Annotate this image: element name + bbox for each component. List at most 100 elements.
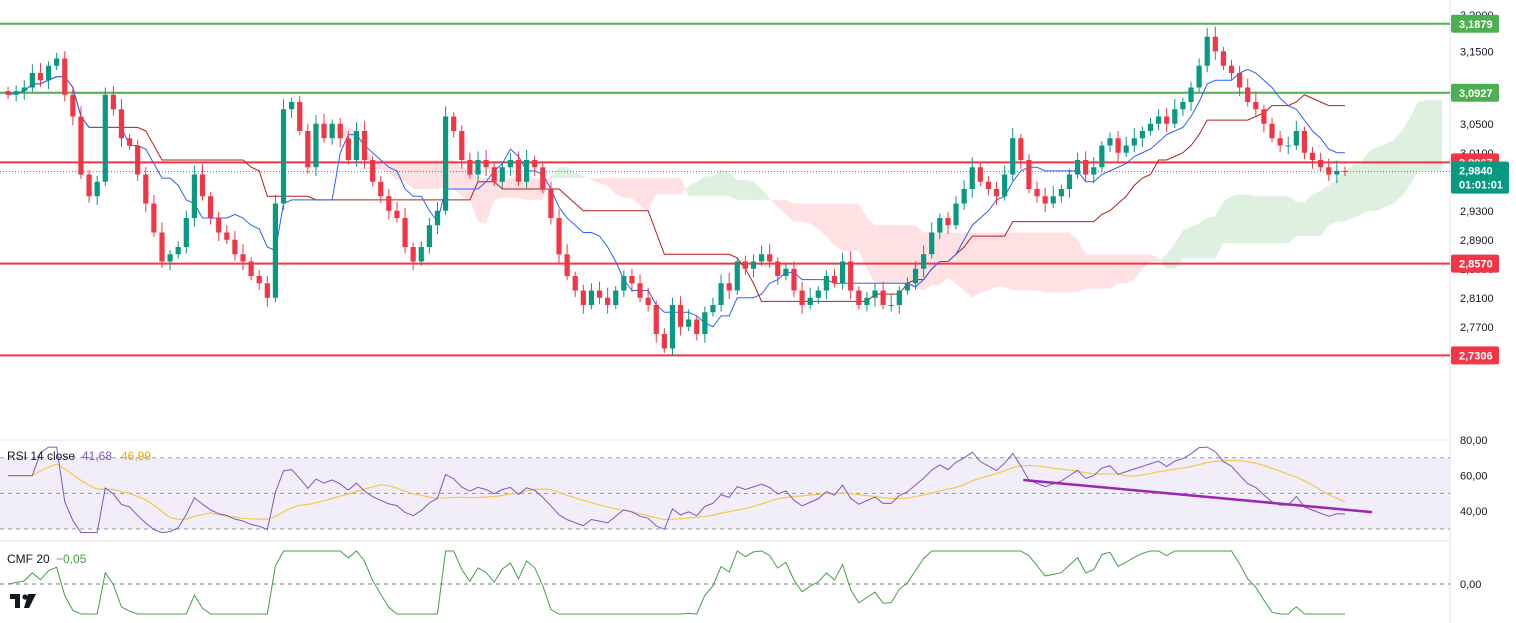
- candle-body: [1083, 160, 1089, 175]
- price-axis-tick: 2,8900: [1460, 235, 1494, 247]
- candle-body: [564, 254, 570, 276]
- cloud-segment: [672, 178, 681, 195]
- cloud-segment: [737, 179, 746, 200]
- cloud-segment: [1174, 230, 1183, 269]
- horizontal-levels[interactable]: [0, 22, 1450, 357]
- candle-body: [1253, 102, 1259, 110]
- cloud-segment: [640, 178, 649, 211]
- cloud-segment: [980, 232, 989, 293]
- candle-body: [1131, 138, 1137, 146]
- cmf-axis-tick: 0,00: [1460, 579, 1481, 591]
- candle-body: [37, 73, 44, 81]
- candle-body: [353, 131, 360, 160]
- candlestick-series: [5, 26, 1348, 356]
- tenkan-sen-line: [7, 68, 1345, 328]
- candle-body: [596, 290, 603, 298]
- candle-body: [434, 210, 441, 226]
- level-tag-text: 2,8570: [1459, 259, 1493, 271]
- candle-body: [1269, 123, 1275, 139]
- candle-body: [985, 181, 992, 189]
- cloud-segment: [623, 178, 632, 199]
- cloud-segment: [1109, 254, 1119, 289]
- candle-body: [451, 116, 457, 131]
- cloud-segment: [866, 218, 876, 284]
- level-tag-2,7306: [1451, 346, 1499, 365]
- cloud-segment: [988, 232, 997, 291]
- candle-body: [807, 297, 813, 305]
- candle-body: [337, 123, 343, 139]
- cloud-segment: [964, 232, 973, 298]
- cloud-segment: [753, 181, 762, 200]
- cloud-segment: [413, 160, 422, 189]
- level-tag-3,0927: [1451, 83, 1499, 102]
- candle-body: [370, 160, 376, 182]
- candle-body: [70, 94, 76, 117]
- rsi-legend-value: 41,68: [82, 449, 112, 463]
- cloud-segment: [802, 203, 811, 224]
- candle-body: [29, 73, 35, 88]
- candle-body: [710, 305, 716, 313]
- candle-body: [1123, 145, 1129, 153]
- cloud-segment: [607, 178, 616, 195]
- cloud-segment: [1118, 254, 1127, 284]
- cloud-segment: [688, 181, 697, 197]
- candle-body: [507, 160, 514, 168]
- cloud-segment: [1377, 143, 1386, 211]
- countdown-value: 01:01:01: [1459, 180, 1503, 192]
- cloud-segment: [696, 176, 705, 197]
- candle-body: [524, 160, 530, 182]
- candle-body: [21, 87, 27, 92]
- cloud-segment: [591, 178, 600, 184]
- candle-body: [726, 283, 732, 291]
- cloud-segment: [956, 232, 965, 291]
- cloud-segment: [599, 178, 608, 186]
- candle-body: [1326, 167, 1332, 175]
- cloud-segment: [1020, 232, 1029, 291]
- cloud-segment: [1434, 100, 1443, 171]
- cloud-segment: [1126, 254, 1135, 284]
- rsi-trendline[interactable]: [1023, 478, 1373, 514]
- cloud-segment: [850, 203, 859, 251]
- cloud-segment: [721, 169, 730, 197]
- cmf-pane[interactable]: 0,00: [0, 550, 1481, 615]
- candle-body: [1309, 152, 1316, 160]
- cloud-segment: [1231, 194, 1240, 244]
- cloud-segment: [769, 198, 778, 208]
- candle-body: [677, 305, 684, 327]
- candle-body: [515, 160, 522, 182]
- candle-body: [904, 283, 911, 291]
- cloud-segment: [939, 232, 948, 286]
- cloud-segment: [583, 176, 592, 180]
- cloud-segment: [567, 167, 576, 179]
- cloud-segment: [818, 203, 827, 237]
- candle-body: [475, 160, 481, 175]
- candle-body: [54, 58, 60, 66]
- price-axis-tick: 3,0500: [1460, 119, 1494, 131]
- candle-body: [888, 305, 894, 306]
- candle-body: [1034, 189, 1040, 197]
- candle-body: [856, 290, 862, 305]
- kijun-sen-line: [7, 76, 1345, 302]
- candle-body: [1066, 174, 1073, 189]
- cloud-segment: [486, 178, 495, 224]
- price-axis-tick: 2,7700: [1460, 322, 1494, 334]
- candle-body: [702, 312, 708, 334]
- cloud-segment: [1239, 194, 1248, 244]
- cloud-segment: [1199, 218, 1208, 258]
- candle-body: [1334, 170, 1340, 175]
- cloud-segment: [972, 232, 981, 298]
- candle-body: [183, 218, 189, 247]
- candle-body: [313, 123, 319, 168]
- tradingview-logo-icon[interactable]: [10, 594, 36, 608]
- candle-body: [621, 276, 627, 291]
- candle-body: [1261, 109, 1267, 124]
- level-tag-text: 2,7306: [1459, 350, 1493, 362]
- candle-body: [1204, 36, 1210, 66]
- candle-body: [159, 232, 165, 262]
- cloud-segment: [1158, 254, 1167, 269]
- rsi-pane[interactable]: 80,00 60,00 40,00: [0, 435, 1488, 534]
- cloud-segment: [1353, 161, 1362, 218]
- cloud-segment: [712, 169, 722, 197]
- cloud-segment: [680, 178, 689, 197]
